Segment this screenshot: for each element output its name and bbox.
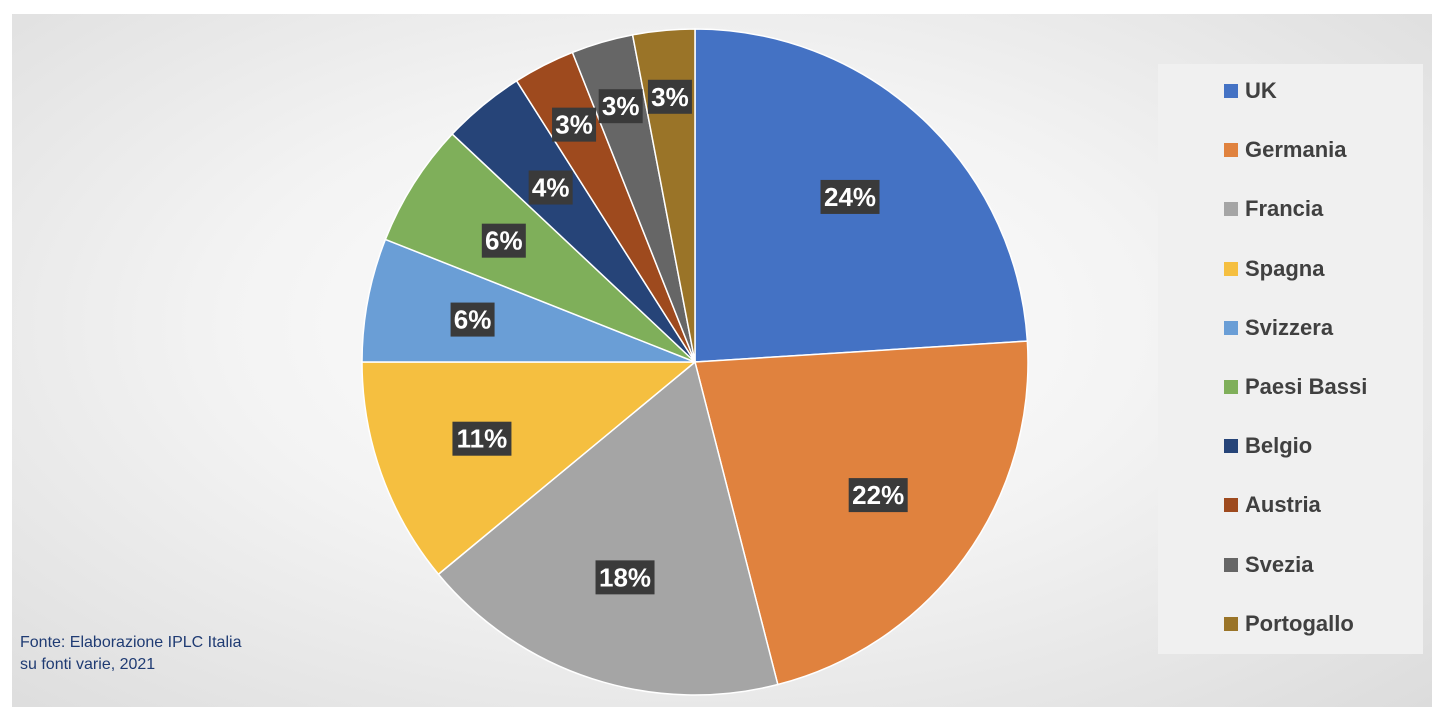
- data-label-box: [481, 223, 526, 258]
- data-label-box: [598, 89, 643, 124]
- legend-label: Spagna: [1245, 255, 1325, 281]
- data-label-text: 3%: [651, 82, 689, 112]
- legend-item-portogallo: Portogallo: [1224, 609, 1354, 639]
- pie-slice-svizzera: [361, 238, 696, 363]
- data-label-text: 6%: [485, 226, 523, 256]
- data-label-uk: 24%: [820, 179, 880, 214]
- data-label-box: [450, 302, 495, 337]
- data-label-belgio: 4%: [528, 170, 573, 205]
- legend-item-belgio: Belgio: [1224, 431, 1312, 461]
- pie-slice-spagna: [361, 361, 698, 576]
- legend-label: UK: [1245, 78, 1277, 103]
- legend: UK Germania Francia Spagna Svizzera Paesi Bas…: [1158, 64, 1423, 654]
- data-label-germania: 22%: [848, 478, 908, 513]
- data-label-austria: 3%: [552, 107, 597, 142]
- data-label-text: 24%: [824, 182, 876, 212]
- legend-swatch: [1224, 143, 1238, 158]
- pie-slice-francia: [437, 360, 779, 696]
- data-label-svezia: 3%: [598, 89, 643, 124]
- data-label-text: 11%: [457, 424, 508, 454]
- pie-slices: [361, 28, 1029, 696]
- data-label-box: [647, 79, 692, 114]
- data-label-text: 22%: [852, 480, 904, 510]
- data-labels: 24% 22% 18% 11% 6% 6% 4% 3% 3% 3%: [450, 79, 908, 595]
- legend-item-svizzera: Svizzera: [1224, 313, 1333, 343]
- data-label-text: 3%: [602, 91, 640, 121]
- legend-swatch: [1224, 202, 1238, 217]
- legend-item-austria: Austria: [1224, 490, 1321, 520]
- legend-swatch: [1224, 261, 1238, 276]
- data-label-francia: 18%: [595, 560, 655, 595]
- legend-item-svezia: Svezia: [1224, 550, 1314, 580]
- legend-label: Austria: [1245, 492, 1321, 518]
- legend-label: Belgio: [1245, 433, 1313, 459]
- legend-item-uk: UK: [1224, 76, 1277, 106]
- legend-label: Portogallo: [1245, 610, 1354, 636]
- data-label-box: [595, 560, 655, 595]
- legend-label: Svizzera: [1245, 314, 1334, 340]
- legend-item-francia: Francia: [1224, 194, 1323, 224]
- legend-item-spagna: Spagna: [1224, 254, 1324, 284]
- legend-swatch: [1224, 439, 1238, 454]
- data-label-spagna: 11%: [452, 421, 512, 456]
- data-label-portogallo: 3%: [647, 79, 692, 114]
- data-label-text: 3%: [555, 110, 593, 140]
- data-label-box: [820, 179, 880, 214]
- data-label-box: [552, 107, 597, 142]
- legend-item-paesi-bassi: Paesi Bassi: [1224, 372, 1367, 402]
- source-note: Fonte: Elaborazione IPLC Italia su fonti…: [20, 632, 241, 676]
- data-label-box: [452, 421, 512, 456]
- data-label-box: [848, 478, 908, 513]
- data-label-text: 4%: [532, 173, 570, 203]
- data-label-text: 18%: [599, 562, 651, 592]
- legend-label: Francia: [1245, 196, 1324, 222]
- legend-swatch: [1224, 84, 1238, 98]
- legend-swatch: [1224, 616, 1238, 631]
- legend-item-germania: Germania: [1224, 135, 1347, 165]
- legend-label: Paesi Bassi: [1245, 374, 1368, 399]
- legend-swatch: [1224, 498, 1238, 513]
- legend-label: Germania: [1245, 137, 1347, 163]
- data-label-paesi-bassi: 6%: [481, 223, 526, 258]
- pie-slice-paesi-bassi: [384, 132, 696, 363]
- legend-label: Svezia: [1245, 551, 1314, 577]
- legend-swatch: [1224, 557, 1238, 572]
- source-note-line1: Fonte: Elaborazione IPLC Italia: [20, 634, 242, 651]
- data-label-text: 6%: [454, 305, 492, 335]
- data-label-svizzera: 6%: [450, 302, 495, 337]
- source-note-line2: su fonti varie, 2021: [20, 656, 156, 673]
- pie-slice-germania: [694, 340, 1029, 686]
- legend-swatch: [1224, 380, 1238, 394]
- legend-swatch: [1224, 320, 1238, 335]
- data-label-box: [528, 170, 573, 205]
